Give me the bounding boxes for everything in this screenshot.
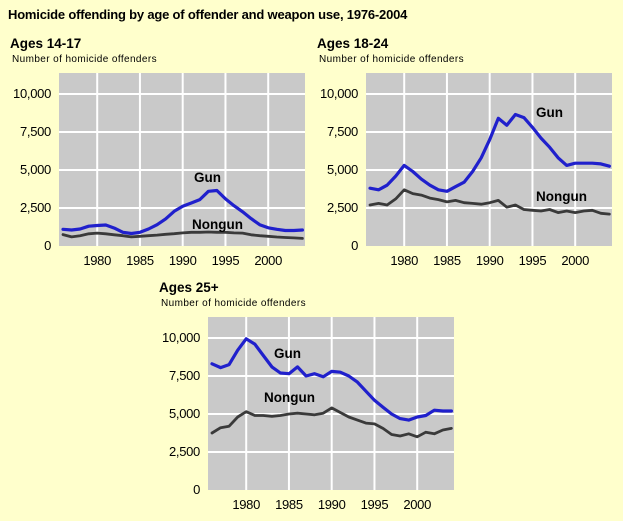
x-tick-label: 1980 bbox=[83, 253, 112, 268]
gun-trend-line bbox=[368, 112, 611, 193]
nongun-series-label: Nongun bbox=[536, 189, 587, 204]
y-tick-label: 0 bbox=[193, 482, 200, 497]
gun-series-label: Gun bbox=[536, 105, 563, 120]
x-tick-label: 2000 bbox=[561, 253, 590, 268]
chart-ages-25-plus: Ages 25+ Number of homicide offenders Gu… bbox=[159, 280, 454, 512]
x-tick-label: 1990 bbox=[317, 497, 346, 512]
y-tick-label: 2,500 bbox=[326, 200, 358, 215]
plot-area bbox=[59, 73, 305, 246]
y-tick-label: 0 bbox=[351, 238, 358, 253]
y-tick-label: 2,500 bbox=[168, 444, 200, 459]
chart-ages-18-24: Ages 18-24 Number of homicide offenders … bbox=[317, 36, 612, 268]
x-tick-label: 1985 bbox=[126, 253, 154, 268]
chart-age-group-title: Ages 25+ bbox=[159, 280, 219, 295]
x-tick-label: 1985 bbox=[433, 253, 461, 268]
x-tick-label: 2000 bbox=[254, 253, 283, 268]
chart-axis-caption: Number of homicide offenders bbox=[319, 54, 464, 65]
figure-title: Homicide offending by age of offender an… bbox=[8, 7, 408, 22]
nongun-trend-line bbox=[61, 230, 304, 240]
chart-age-group-title: Ages 14-17 bbox=[10, 36, 82, 51]
y-tick-label: 2,500 bbox=[19, 200, 51, 215]
y-tick-label: 5,000 bbox=[168, 406, 200, 421]
x-tick-label: 1990 bbox=[168, 253, 197, 268]
gun-trend-line bbox=[210, 337, 453, 422]
chart-age-group-title: Ages 18-24 bbox=[317, 36, 389, 51]
x-tick-label: 1995 bbox=[518, 253, 547, 268]
gun-series-label: Gun bbox=[194, 170, 221, 185]
y-tick-label: 5,000 bbox=[19, 162, 51, 177]
x-tick-label: 1985 bbox=[275, 497, 303, 512]
y-tick-label: 10,000 bbox=[13, 86, 51, 101]
y-tick-label: 7,500 bbox=[168, 368, 200, 383]
nongun-trend-line bbox=[368, 188, 611, 216]
y-tick-label: 7,500 bbox=[326, 124, 358, 139]
y-tick-label: 10,000 bbox=[162, 330, 200, 345]
x-tick-label: 1995 bbox=[360, 497, 389, 512]
x-tick-label: 2000 bbox=[403, 497, 432, 512]
x-tick-label: 1980 bbox=[390, 253, 419, 268]
gun-trend-line bbox=[61, 188, 304, 236]
x-tick-label: 1995 bbox=[211, 253, 240, 268]
y-tick-label: 5,000 bbox=[326, 162, 358, 177]
chart-ages-14-17: Ages 14-17 Number of homicide offenders … bbox=[10, 36, 305, 268]
plot-area bbox=[208, 317, 454, 490]
chart-axis-caption: Number of homicide offenders bbox=[12, 54, 157, 65]
x-tick-label: 1980 bbox=[232, 497, 261, 512]
x-tick-label: 1990 bbox=[475, 253, 504, 268]
y-tick-label: 10,000 bbox=[320, 86, 358, 101]
plot-area bbox=[366, 73, 612, 246]
nongun-series-label: Nongun bbox=[264, 390, 315, 405]
nongun-trend-line bbox=[210, 406, 453, 439]
chart-axis-caption: Number of homicide offenders bbox=[161, 298, 306, 309]
y-tick-label: 7,500 bbox=[19, 124, 51, 139]
nongun-series-label: Nongun bbox=[192, 217, 243, 232]
y-tick-label: 0 bbox=[44, 238, 51, 253]
gun-series-label: Gun bbox=[274, 346, 301, 361]
